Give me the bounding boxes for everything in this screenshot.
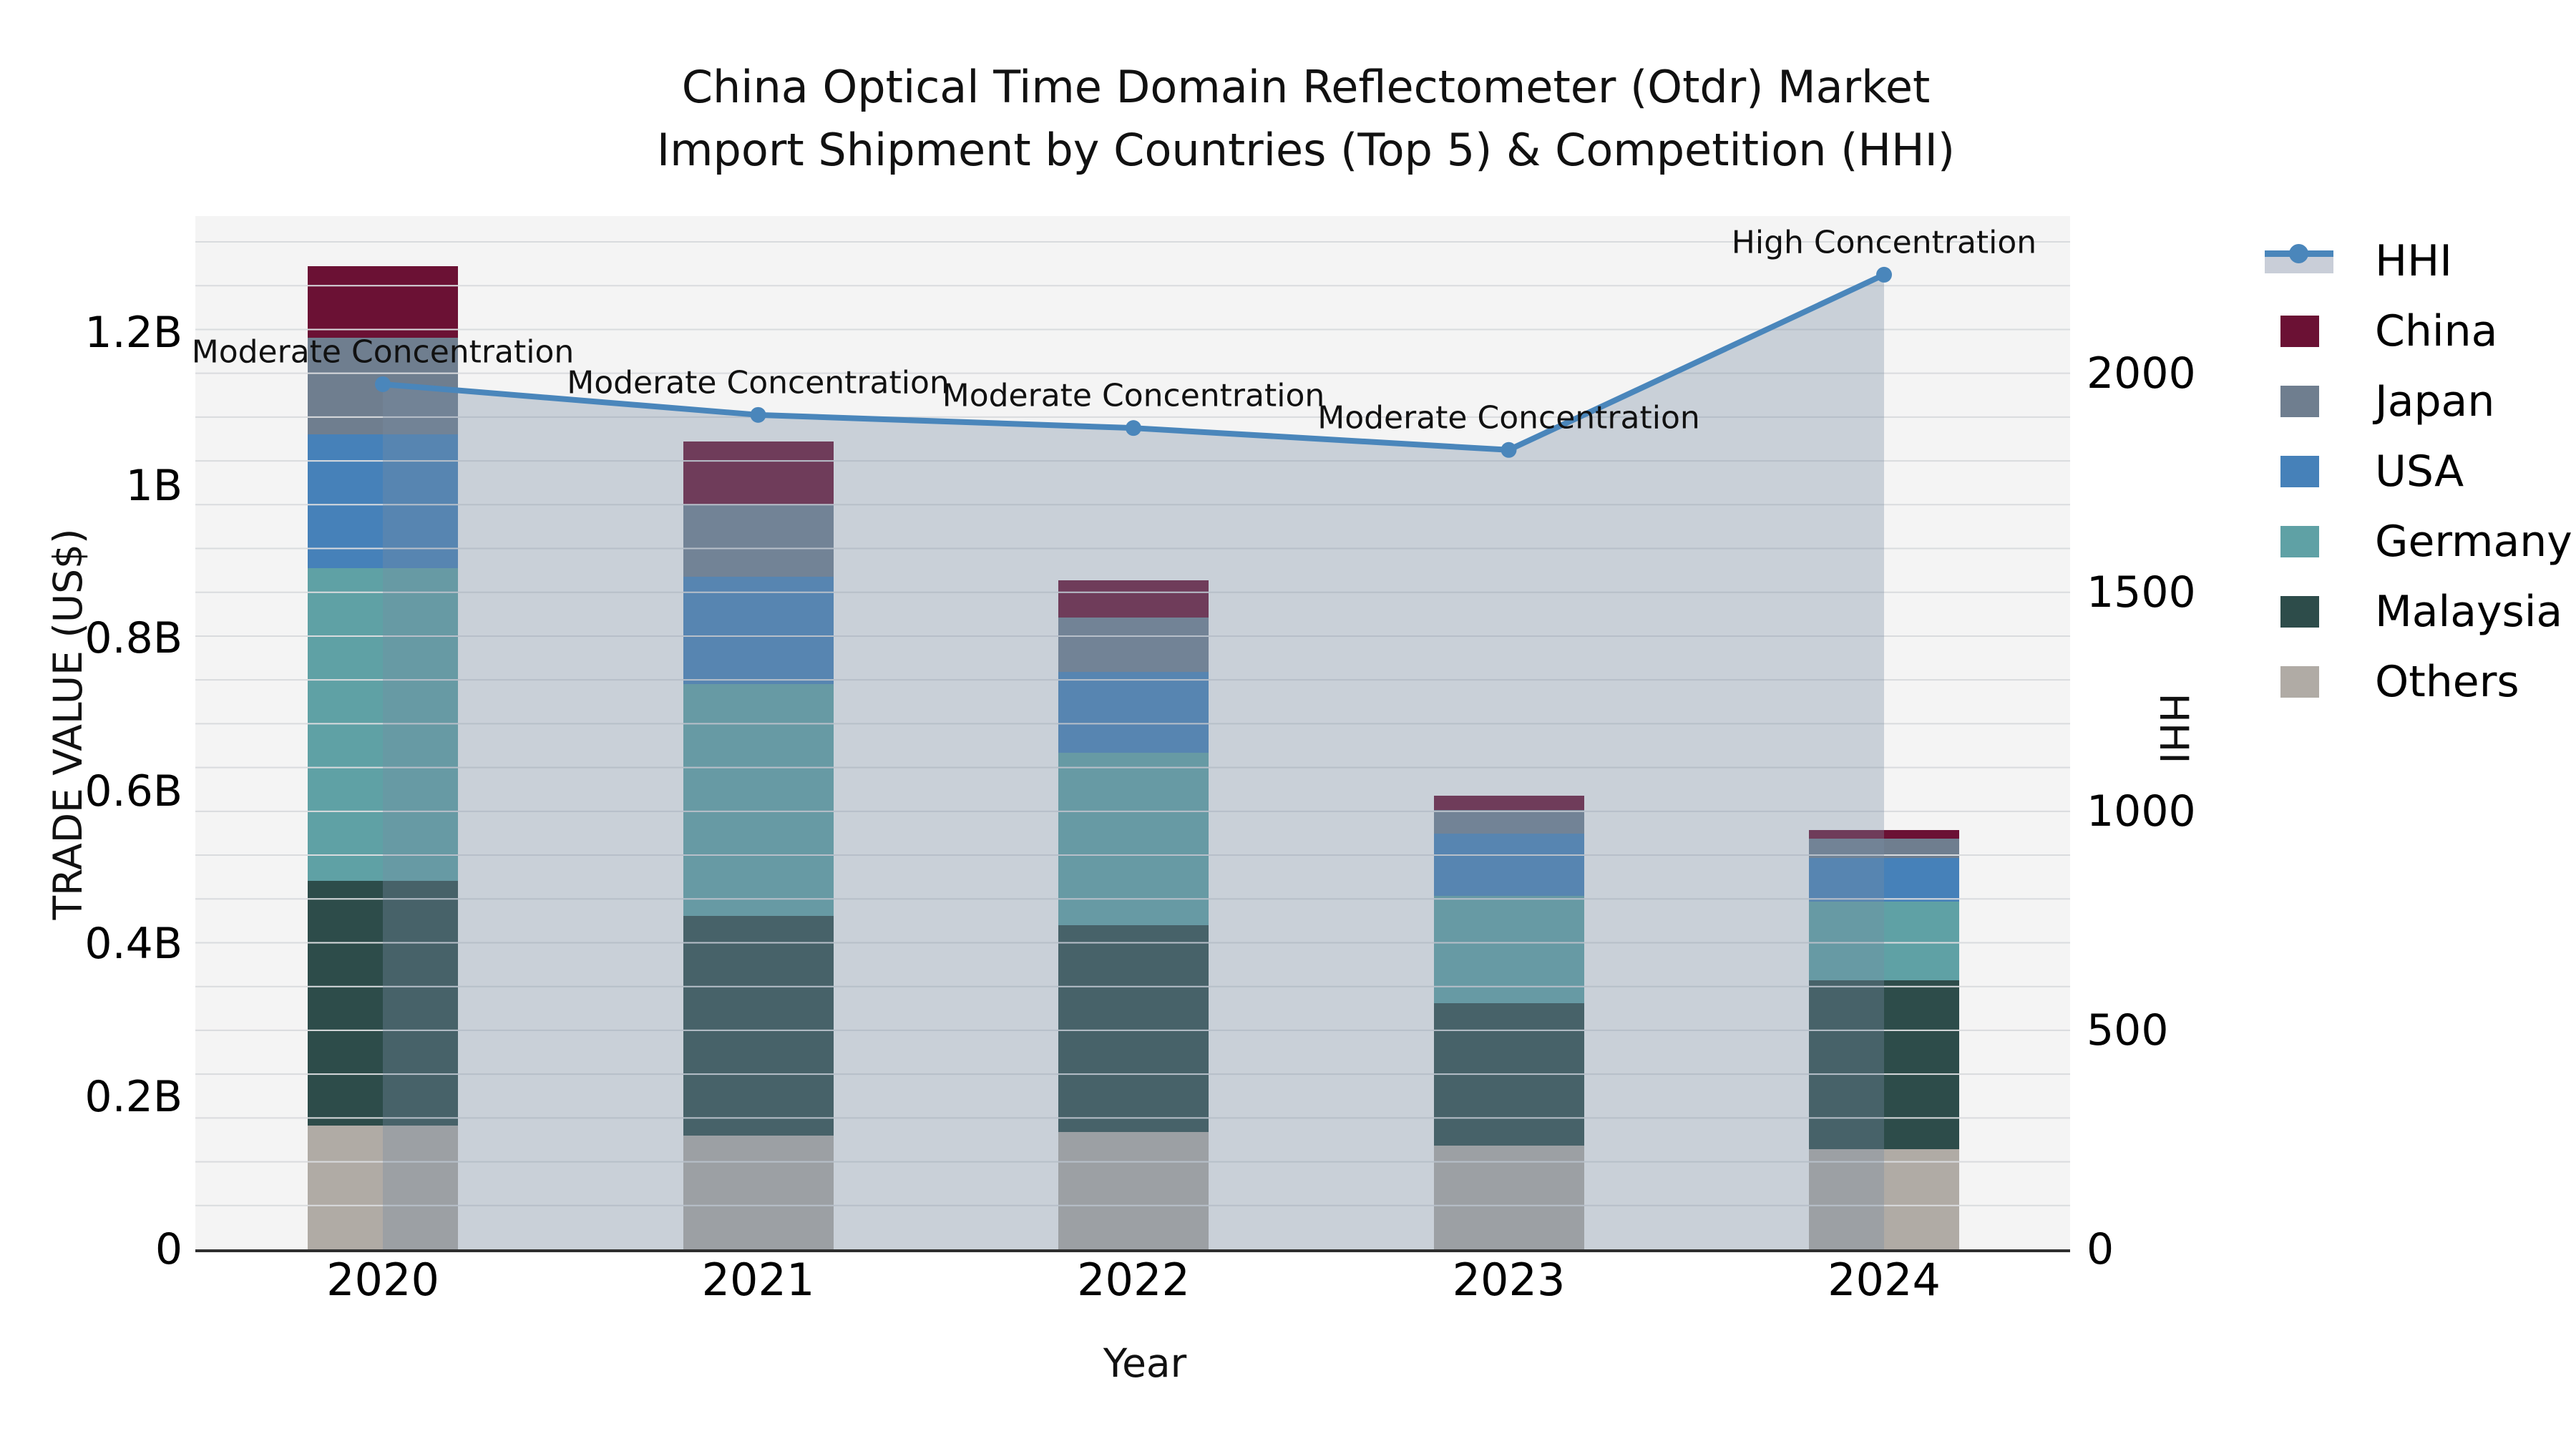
legend-swatch-germany [2265, 526, 2358, 557]
right-tick-0: 0 [2087, 1224, 2114, 1274]
left-axis-title: TRADE VALUE (US$) [45, 528, 91, 920]
left-tick-0: 0 [155, 1224, 182, 1274]
left-tick-1B: 1B [125, 460, 182, 511]
bar-segment-malaysia-2023 [1433, 1003, 1584, 1146]
bar-segment-germany-2023 [1433, 895, 1584, 1004]
china-color-swatch-icon [2280, 316, 2319, 347]
hhi-line-swatch-icon [2265, 244, 2333, 278]
bar-segment-usa-2022 [1058, 671, 1209, 753]
bar-segment-others-2022 [1058, 1131, 1209, 1249]
legend-swatch-others [2265, 666, 2358, 698]
hhi-marker-2022 [1126, 420, 1141, 436]
legend-swatch-china [2265, 316, 2358, 347]
legend-item-japan: Japan [2265, 366, 2572, 436]
left-tick-0.6B: 0.6B [84, 766, 182, 816]
germany-color-swatch-icon [2280, 526, 2319, 557]
bar-segment-others-2021 [683, 1135, 834, 1249]
x-tick-2022: 2022 [1077, 1254, 1190, 1306]
bar-segment-germany-2024 [1809, 902, 1959, 981]
bar-segment-usa-2024 [1809, 858, 1959, 902]
legend-item-germany: Germany [2265, 507, 2572, 577]
bar-segment-japan-2021 [683, 505, 834, 577]
bar-segment-germany-2022 [1058, 753, 1209, 926]
right-tick-500: 500 [2087, 1005, 2169, 1055]
japan-color-swatch-icon [2280, 386, 2319, 417]
bar-segment-china-2024 [1809, 829, 1959, 839]
legend-item-hhi: HHI [2265, 226, 2572, 296]
legend-label-hhi: HHI [2375, 236, 2452, 286]
hhi-annotation-2021: Moderate Concentration [567, 364, 950, 401]
usa-color-swatch-icon [2280, 456, 2319, 487]
bar-segment-usa-2020 [308, 434, 458, 568]
left-tick-0.8B: 0.8B [84, 613, 182, 663]
bar-segment-japan-2022 [1058, 618, 1209, 672]
legend-swatch-usa [2265, 456, 2358, 487]
chart-title-line1: China Optical Time Domain Reflectometer … [681, 61, 1931, 113]
bar-segment-germany-2021 [683, 684, 834, 916]
bar-segment-malaysia-2020 [308, 881, 458, 1126]
left-tick-0.4B: 0.4B [84, 919, 182, 969]
left-tick-0.2B: 0.2B [84, 1071, 182, 1122]
bar-segment-malaysia-2022 [1058, 925, 1209, 1132]
bar-segment-others-2023 [1433, 1145, 1584, 1249]
malaysia-color-swatch-icon [2280, 596, 2319, 628]
hhi-annotation-2023: Moderate Concentration [1317, 399, 1700, 436]
legend-item-usa: USA [2265, 436, 2572, 507]
legend-item-malaysia: Malaysia [2265, 577, 2572, 647]
bar-segment-germany-2020 [308, 567, 458, 882]
legend-item-others: Others [2265, 647, 2572, 717]
right-tick-2000: 2000 [2087, 348, 2196, 399]
bar-segment-japan-2023 [1433, 810, 1584, 834]
x-tick-2024: 2024 [1828, 1254, 1941, 1306]
hhi-annotation-2022: Moderate Concentration [942, 377, 1325, 414]
x-tick-2023: 2023 [1452, 1254, 1566, 1306]
bar-segment-china-2023 [1433, 795, 1584, 811]
others-color-swatch-icon [2280, 666, 2319, 698]
hhi-marker-2021 [750, 406, 766, 423]
legend-swatch-japan [2265, 386, 2358, 417]
plot-area: Moderate Concentration Moderate Concentra… [191, 216, 2070, 1252]
legend: HHI China Japan USA Germany Malaysia Others [2265, 226, 2572, 717]
right-tick-1000: 1000 [2087, 786, 2196, 836]
bar-segment-others-2024 [1809, 1149, 1959, 1249]
right-axis-title: HHI [2151, 693, 2197, 764]
legend-label-japan: Japan [2375, 376, 2495, 426]
legend-hhi-line-icon [2265, 244, 2358, 278]
legend-label-germany: Germany [2375, 517, 2572, 567]
hhi-swatch-dot [2289, 244, 2308, 263]
bar-segment-china-2022 [1058, 580, 1209, 618]
left-tick-1.2B: 1.2B [84, 308, 182, 358]
bar-segment-usa-2021 [683, 576, 834, 685]
bar-segment-malaysia-2021 [683, 915, 834, 1136]
bar-segment-china-2020 [308, 266, 458, 338]
bar-segment-others-2020 [308, 1126, 458, 1249]
legend-item-china: China [2265, 296, 2572, 366]
right-tick-1500: 1500 [2087, 567, 2196, 618]
hhi-annotation-2020: Moderate Concentration [191, 333, 575, 371]
legend-swatch-malaysia [2265, 596, 2358, 628]
chart-title: China Optical Time Domain Reflectometer … [465, 56, 2147, 182]
hhi-marker-2024 [1876, 266, 1892, 283]
legend-label-others: Others [2375, 657, 2519, 707]
bar-segment-malaysia-2024 [1809, 980, 1959, 1150]
hhi-marker-2023 [1501, 441, 1517, 458]
x-tick-2021: 2021 [701, 1254, 815, 1306]
bar-segment-china-2021 [683, 441, 834, 506]
hhi-annotation-2024: High Concentration [1731, 224, 2037, 261]
bar-segment-usa-2023 [1433, 834, 1584, 896]
legend-label-china: China [2375, 306, 2498, 356]
bar-segment-japan-2024 [1809, 838, 1959, 859]
legend-label-malaysia: Malaysia [2375, 587, 2563, 637]
legend-label-usa: USA [2375, 447, 2464, 497]
chart-title-line2: Import Shipment by Countries (Top 5) & C… [656, 124, 1956, 177]
x-tick-2020: 2020 [326, 1254, 439, 1306]
x-axis-title: Year [1103, 1340, 1187, 1386]
